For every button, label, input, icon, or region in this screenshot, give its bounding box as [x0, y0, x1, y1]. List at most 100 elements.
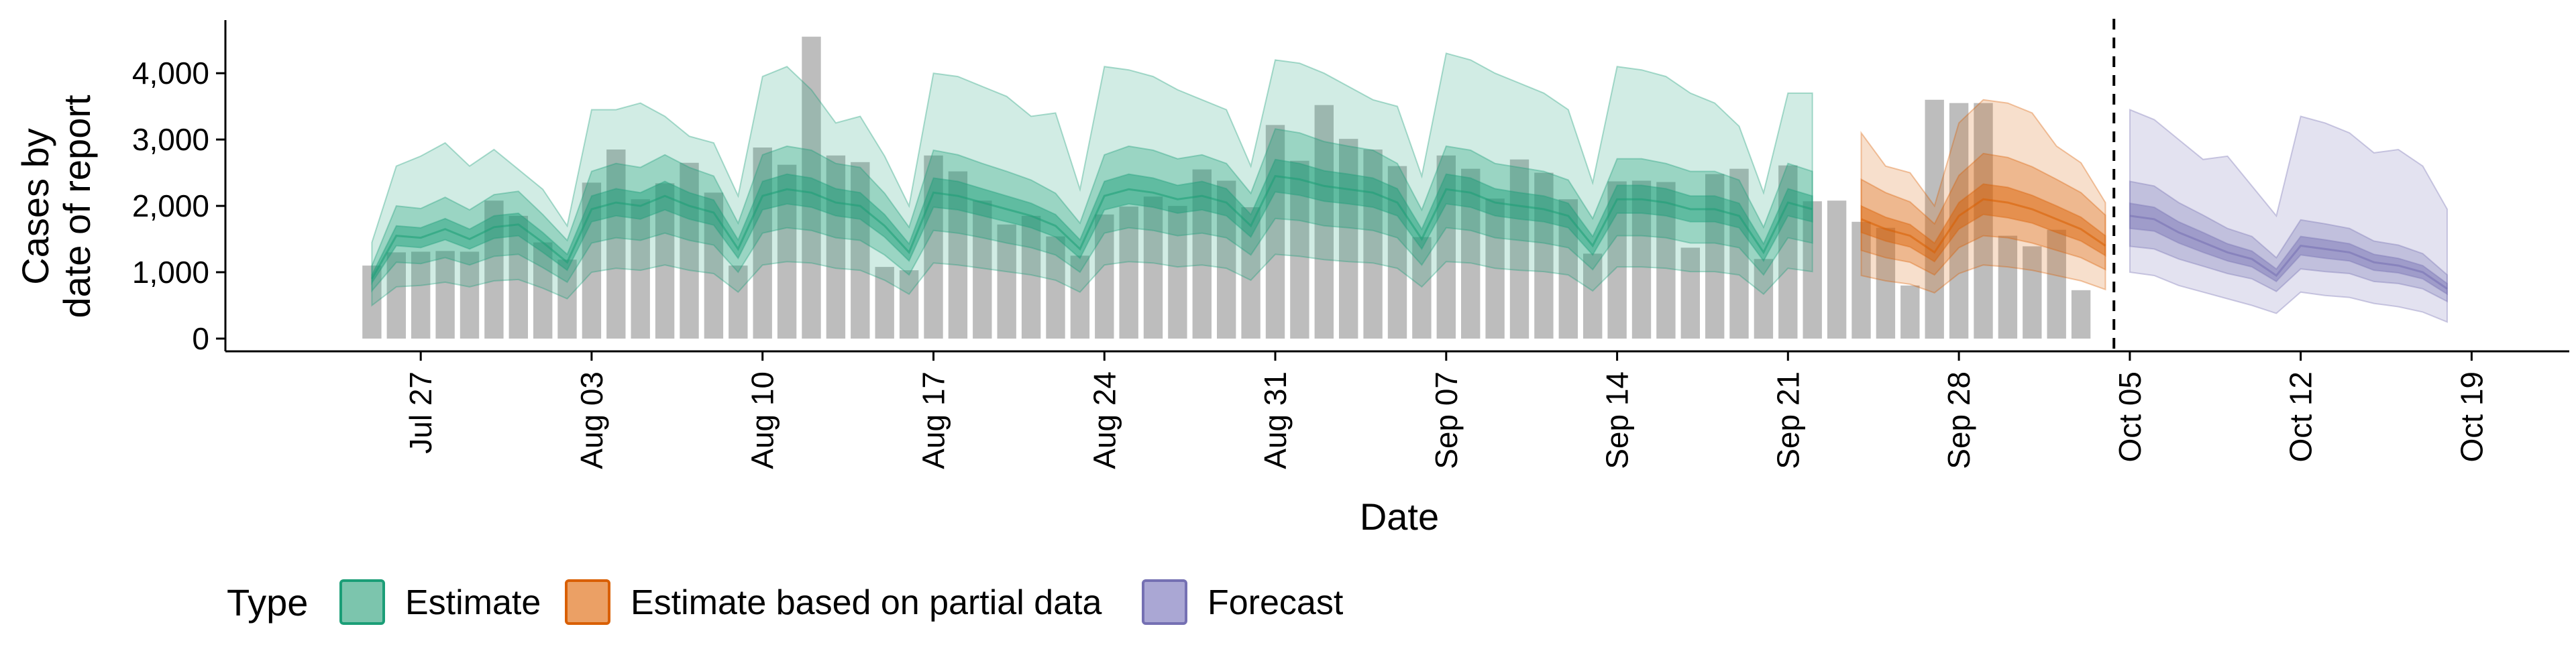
bar — [1241, 207, 1260, 339]
bar — [1925, 99, 1944, 339]
bar — [997, 224, 1016, 339]
legend-label-partial: Estimate based on partial data — [631, 583, 1102, 622]
bar — [2071, 290, 2091, 339]
bar — [1778, 165, 1798, 339]
bar — [1827, 200, 1847, 339]
line-estimate-median — [371, 174, 1813, 280]
bar — [826, 155, 846, 339]
bar — [1290, 160, 1309, 339]
bar — [1021, 215, 1041, 339]
bar — [1461, 168, 1481, 339]
bar — [1143, 196, 1163, 339]
bar — [1363, 150, 1383, 339]
bar — [1265, 125, 1285, 339]
ribbon-forecast-outer — [2129, 109, 2448, 323]
bar — [1998, 235, 2018, 339]
bar — [1339, 139, 1358, 339]
bar — [1729, 168, 1749, 339]
x-tick-label: Jul 27 — [403, 371, 438, 454]
ribbons-layer — [371, 52, 2448, 323]
y-tick-label: 2,000 — [132, 188, 209, 223]
bar — [753, 148, 772, 339]
y-tick-label: 3,000 — [132, 122, 209, 157]
line-forecast-median — [2129, 215, 2448, 290]
bar — [973, 200, 992, 339]
legend-label-forecast: Forecast — [1208, 583, 1344, 622]
x-tick-label: Sep 21 — [1770, 371, 1805, 469]
bar — [1656, 182, 1676, 339]
bar — [948, 171, 968, 339]
bar — [1705, 174, 1725, 339]
bar — [460, 251, 480, 339]
bar — [924, 155, 943, 339]
legend-key-estimate — [339, 579, 385, 625]
ribbon-forecast-50 — [2129, 202, 2448, 296]
ribbon-partial-50 — [1860, 183, 2106, 263]
bar — [533, 242, 553, 339]
bar — [729, 266, 748, 339]
x-tick-label: Aug 10 — [745, 371, 780, 469]
bar — [1509, 159, 1529, 339]
axes-layer — [224, 19, 2569, 353]
bar — [1974, 103, 1993, 339]
bar — [557, 259, 577, 339]
x-tick-label: Oct 19 — [2454, 371, 2489, 463]
bar — [1754, 259, 1774, 339]
x-tick-label: Oct 12 — [2284, 371, 2318, 463]
bar — [1095, 214, 1114, 339]
bar — [386, 252, 406, 339]
bar — [411, 251, 431, 339]
bar — [680, 162, 699, 339]
bar — [1387, 166, 1407, 339]
bar — [631, 199, 650, 339]
legend-label-estimate: Estimate — [405, 583, 541, 622]
bar — [777, 164, 797, 339]
ribbon-forecast-90 — [2129, 180, 2448, 303]
bar — [851, 162, 870, 339]
bar — [2047, 229, 2066, 339]
x-tick-label: Sep 07 — [1429, 371, 1464, 469]
x-tick-label: Aug 31 — [1258, 371, 1293, 469]
ribbon-estimate-90 — [371, 128, 1813, 293]
x-tick-label: Sep 14 — [1600, 371, 1635, 469]
bar — [655, 183, 675, 339]
bar — [875, 267, 894, 339]
x-tick-label: Aug 24 — [1087, 371, 1122, 469]
x-tick-label: Aug 03 — [574, 371, 609, 469]
bar — [508, 215, 528, 339]
bar — [435, 251, 455, 339]
bar — [1534, 172, 1554, 339]
bar — [1314, 105, 1334, 339]
bar — [899, 270, 919, 339]
bar — [606, 150, 626, 339]
bar — [802, 36, 821, 339]
x-tick-label: Aug 17 — [916, 371, 951, 469]
y-ticks: 0 1,000 2,000 3,000 4,000 — [132, 56, 225, 356]
bar — [1485, 198, 1505, 339]
bar — [1876, 227, 1896, 339]
bar — [1436, 155, 1456, 339]
x-axis-title: Date — [1360, 495, 1439, 538]
y-axis-title-line-1: Cases by — [14, 128, 56, 284]
bar — [1217, 180, 1236, 339]
legend-key-partial — [565, 579, 610, 625]
bar — [1119, 207, 1138, 339]
bar — [1949, 103, 1969, 339]
bar — [1412, 237, 1432, 339]
y-axis-title-line-2: date of report — [56, 95, 98, 318]
bar — [704, 192, 724, 339]
x-tick-label: Oct 05 — [2112, 371, 2147, 463]
bar — [1680, 247, 1700, 339]
y-tick-label: 4,000 — [132, 56, 209, 91]
bar — [1070, 255, 1090, 339]
bar — [1168, 206, 1187, 339]
legend: Type Estimate Estimate based on partial … — [227, 579, 1344, 625]
bar — [1803, 201, 1822, 339]
bar — [1631, 180, 1652, 339]
y-tick-label: 1,000 — [132, 255, 209, 290]
bar — [2023, 246, 2042, 339]
bars-layer — [362, 36, 2091, 339]
bar — [1900, 285, 1920, 339]
